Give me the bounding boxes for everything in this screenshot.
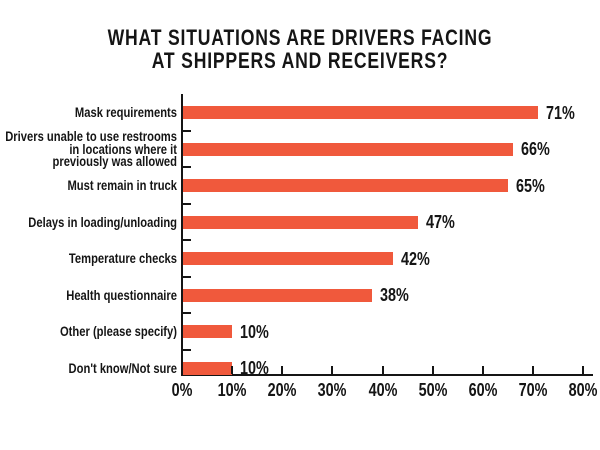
y-axis-tick (183, 129, 191, 132)
value-label: 47% (426, 212, 455, 232)
x-axis-tick-label: 0% (171, 380, 193, 400)
category-label-line: Other (please specify) (59, 323, 177, 340)
x-axis-tick (381, 366, 384, 374)
category-label: Delays in loading/unloading (0, 213, 177, 230)
x-axis-tick (531, 366, 534, 374)
value-label: 10% (240, 321, 269, 342)
bar (183, 361, 232, 375)
x-axis-tick-label: 80% (568, 380, 598, 400)
y-axis-tick (183, 166, 191, 169)
x-axis-tick-label: 30% (317, 380, 347, 400)
y-axis-line (181, 94, 183, 376)
bar (183, 325, 232, 338)
category-label: Drivers unable to use restrooms in locati… (0, 130, 177, 168)
category-label-line: Don't know/Not sure (68, 359, 177, 376)
bar (183, 106, 538, 119)
bar (183, 179, 508, 192)
y-axis-tick (183, 348, 191, 351)
value-label: 42% (401, 248, 430, 269)
category-label: Temperature checks (0, 252, 177, 265)
value-label: 38% (380, 285, 409, 305)
x-axis-tick-label: 10% (217, 380, 247, 400)
x-axis-tick (331, 366, 334, 374)
x-axis-tick (281, 366, 284, 374)
category-label-line: in locations where it (69, 140, 177, 157)
value-label: 65% (516, 175, 545, 196)
x-axis-tick-label: 60% (468, 380, 498, 400)
x-axis-line (181, 374, 593, 376)
value-label: 66% (521, 139, 550, 159)
chart-title: WHAT SITUATIONS ARE DRIVERS FACING AT SH… (60, 26, 540, 72)
category-label-line: Drivers unable to use restrooms (5, 128, 177, 145)
y-axis-tick (183, 275, 191, 278)
category-label-line: Delays in loading/unloading (28, 213, 177, 230)
category-label: Don't know/Not sure (0, 359, 177, 376)
category-label: Health questionnaire (0, 286, 177, 303)
bar (183, 252, 393, 265)
category-label: Mask requirements (0, 106, 177, 119)
bar (183, 142, 513, 156)
category-label: Must remain in truck (0, 179, 177, 192)
x-axis-tick (431, 366, 434, 374)
category-label-line: Temperature checks (68, 250, 177, 267)
x-axis-tick (231, 366, 234, 374)
x-axis-tick (582, 366, 584, 374)
x-axis-tick-label: 40% (368, 380, 397, 400)
category-label-line: Must remain in truck (67, 177, 177, 194)
chart-title-line-1: WHAT SITUATIONS ARE DRIVERS FACING (107, 25, 493, 50)
y-axis-tick (183, 202, 191, 205)
category-label-line: previously was allowed (52, 153, 177, 170)
chart-title-line-2: AT SHIPPERS AND RECEIVERS? (151, 48, 449, 73)
value-label: 10% (240, 358, 269, 378)
x-axis-tick (481, 366, 484, 374)
x-axis-tick-label: 20% (267, 380, 297, 400)
bar (183, 215, 418, 229)
bar (183, 288, 372, 302)
y-axis-tick (183, 239, 191, 242)
category-label: Other (please specify) (0, 325, 177, 338)
value-label: 71% (546, 102, 575, 123)
x-axis-tick-label: 70% (518, 380, 548, 400)
x-axis-tick-label: 50% (418, 380, 448, 400)
y-axis-tick (183, 312, 191, 315)
category-label-line: Health questionnaire (66, 286, 177, 303)
category-label-line: Mask requirements (74, 104, 177, 121)
